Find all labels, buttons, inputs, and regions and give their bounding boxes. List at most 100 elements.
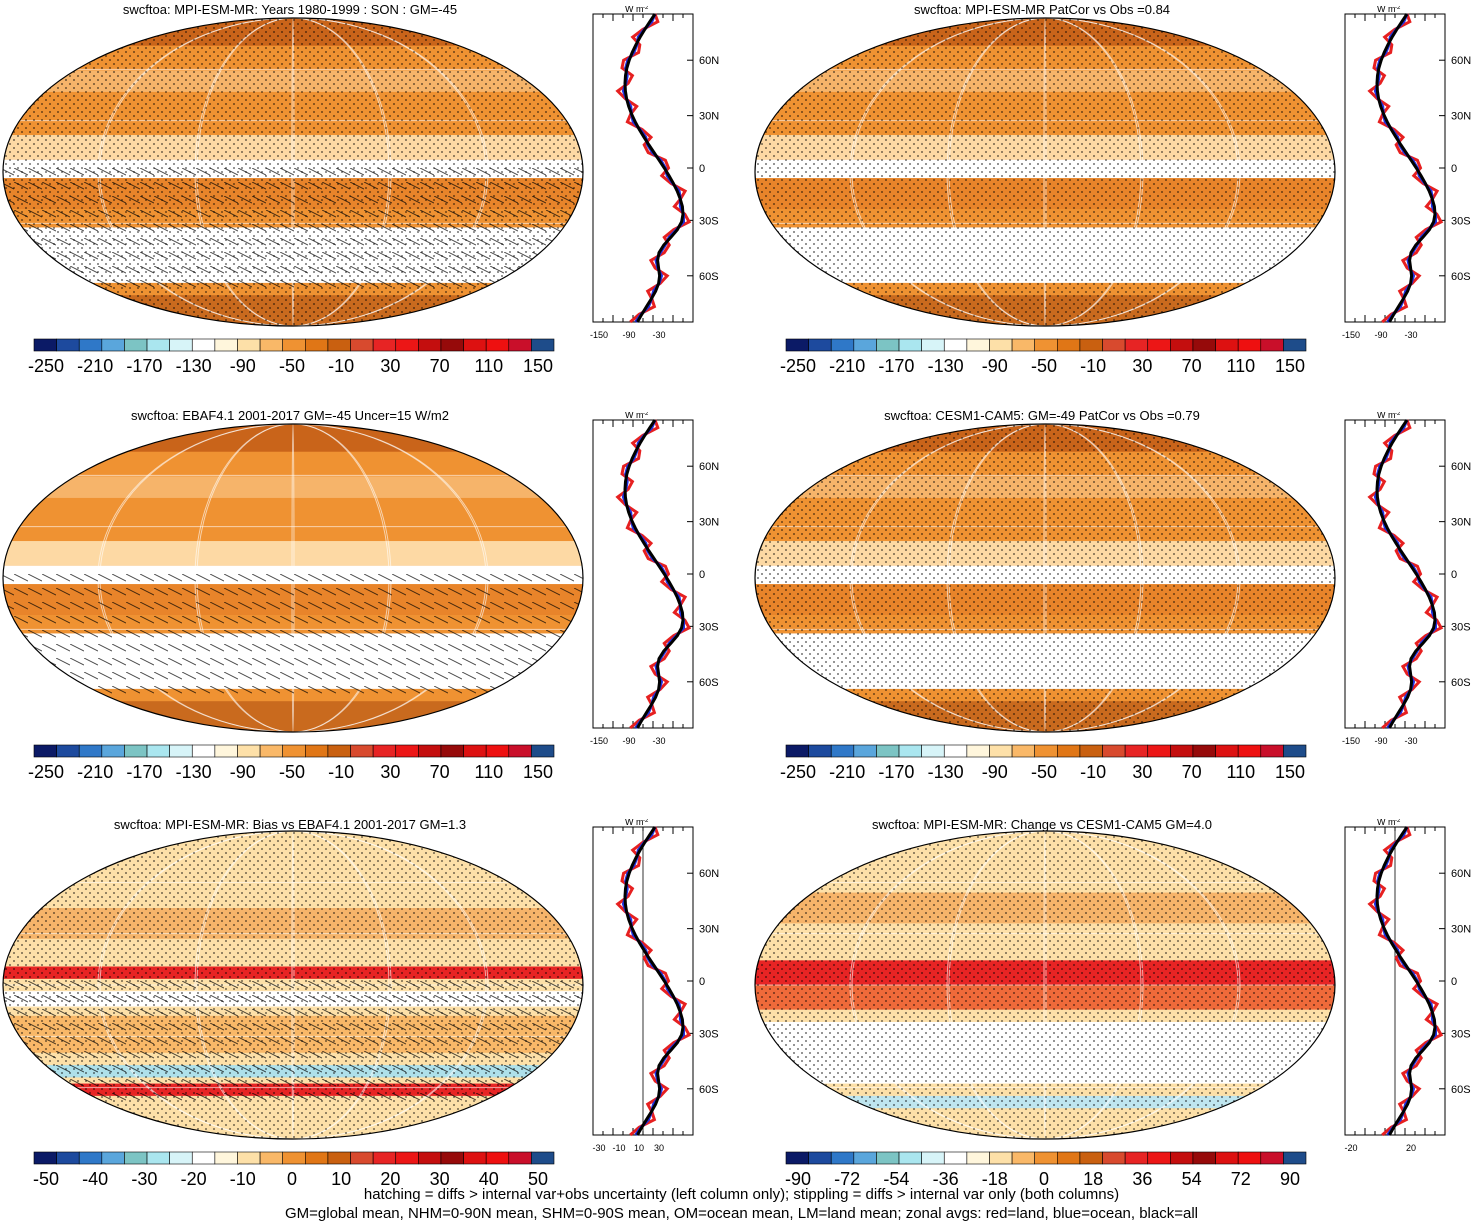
colorbar-swatch — [508, 744, 532, 758]
colorbar-swatch — [1237, 1151, 1262, 1165]
colorbar-swatch — [237, 1151, 261, 1165]
colorbar-label: -210 — [829, 762, 866, 782]
colorbar-label: 30 — [380, 356, 401, 376]
colorbar-swatch — [101, 338, 125, 352]
colorbar-label: -20 — [180, 1169, 207, 1189]
colorbar-label: -170 — [126, 762, 163, 782]
zonal-lat-tick: 0 — [699, 569, 705, 581]
zonal-lat-tick: 60S — [699, 1084, 719, 1096]
colorbar-swatch — [898, 338, 922, 352]
colorbar-label: -54 — [883, 1169, 910, 1189]
zonal-mean-plot: W m -2 60N 30N 0 30S 60S -150 -90 -30 — [590, 6, 719, 340]
colorbar-swatch — [1260, 338, 1284, 352]
zonal-curve — [1373, 419, 1437, 729]
colorbar-swatch — [808, 744, 832, 758]
colorbar-swatch — [305, 1151, 329, 1165]
colorbar-swatch — [418, 1151, 442, 1165]
colorbar-swatch — [508, 338, 532, 352]
colorbar-label: -130 — [175, 762, 212, 782]
colorbar-swatch — [101, 744, 125, 758]
zonal-lat-tick: 60N — [1451, 868, 1471, 880]
colorbar — [33, 338, 555, 352]
colorbar-label: -50 — [278, 356, 306, 376]
colorbar-swatch — [921, 1151, 945, 1165]
colorbar-swatch — [259, 744, 283, 758]
zonal-lat-tick: 60N — [1451, 461, 1471, 473]
colorbar-swatch — [1079, 1151, 1103, 1165]
colorbar-swatch — [1147, 1151, 1171, 1165]
colorbar-swatch — [531, 1151, 555, 1165]
zonal-lat-tick: 0 — [1451, 163, 1457, 175]
zonal-curve — [1373, 13, 1437, 323]
colorbar-swatch — [876, 1151, 900, 1165]
colorbar-swatch — [1102, 338, 1126, 352]
panel-title: swcftoa: MPI-ESM-MR: Years 1980-1999 : S… — [122, 2, 458, 17]
colorbar-swatch — [418, 744, 442, 758]
colorbar-swatch — [1237, 744, 1262, 758]
colorbar-label: -18 — [981, 1169, 1008, 1189]
colorbar-swatch — [78, 1151, 103, 1165]
zonal-lat-tick: 60S — [1451, 1084, 1471, 1096]
colorbar-swatch — [531, 338, 555, 352]
colorbar-swatch — [191, 338, 216, 352]
colorbar-label: 72 — [1230, 1169, 1251, 1189]
colorbar-swatch — [169, 338, 193, 352]
colorbar-swatch — [191, 744, 216, 758]
colorbar-swatch — [943, 1151, 968, 1165]
colorbar-swatch — [1215, 338, 1239, 352]
colorbar-label: -170 — [878, 356, 915, 376]
colorbar-swatch — [966, 744, 990, 758]
colorbar-swatch — [214, 338, 238, 352]
colorbar-label: 70 — [1181, 356, 1202, 376]
colorbar-label: -210 — [77, 762, 114, 782]
colorbar-swatch — [1170, 1151, 1194, 1165]
colorbar-label: -210 — [829, 356, 866, 376]
colorbar-swatch — [1147, 744, 1171, 758]
zonal-curve — [621, 419, 685, 729]
colorbar-swatch — [191, 1151, 216, 1165]
colorbar-label: -50 — [32, 1169, 60, 1189]
colorbar-swatch — [237, 744, 261, 758]
colorbar-swatch — [989, 1151, 1013, 1165]
colorbar-swatch — [1102, 1151, 1126, 1165]
panel-title: swcftoa: MPI-ESM-MR: Change vs CESM1-CAM… — [872, 817, 1212, 832]
colorbar-label: -170 — [878, 762, 915, 782]
zonal-lat-tick: 60S — [699, 271, 719, 283]
colorbar-swatch — [1102, 744, 1126, 758]
colorbar-swatch — [124, 1151, 148, 1165]
colorbar-swatch — [463, 1151, 487, 1165]
zonal-x-tick: 30 — [654, 1143, 664, 1153]
colorbar-swatch — [921, 744, 945, 758]
zonal-lat-tick: 30N — [699, 517, 719, 529]
svg-text:-2: -2 — [643, 6, 649, 11]
zonal-curve — [623, 13, 685, 323]
colorbar-swatch — [33, 338, 57, 352]
zonal-lat-tick: 60N — [699, 868, 719, 880]
zonal-curve — [1375, 13, 1437, 323]
colorbar-swatch — [146, 338, 170, 352]
colorbar-label: -130 — [927, 762, 964, 782]
colorbar-label: -170 — [126, 356, 163, 376]
colorbar-label: 0 — [286, 1169, 298, 1189]
colorbar-swatch — [1011, 1151, 1035, 1165]
colorbar-label: 110 — [474, 762, 504, 782]
colorbar-swatch — [259, 338, 283, 352]
colorbar-swatch — [1079, 338, 1103, 352]
zonal-lat-tick: 60N — [699, 55, 719, 67]
colorbar-swatch — [921, 338, 945, 352]
zonal-lat-tick: 60S — [699, 677, 719, 689]
colorbar-swatch — [1034, 744, 1058, 758]
colorbar-swatch — [56, 1151, 80, 1165]
zonal-curve — [621, 826, 685, 1136]
zonal-mean-plot: W m -2 60N 30N 0 30S 60S -150 -90 -30 — [590, 412, 719, 746]
zonal-x-tick: 10 — [634, 1143, 644, 1153]
colorbar-swatch — [1124, 744, 1149, 758]
panel-title: swcftoa: CESM1-CAM5: GM=-49 PatCor vs Ob… — [884, 408, 1200, 423]
zonal-mean-plot: W m -2 60N 30N 0 30S 60S -150 -90 -30 — [1342, 412, 1471, 746]
colorbar — [785, 338, 1307, 352]
zonal-lat-tick: 30N — [1451, 111, 1471, 123]
colorbar-swatch — [214, 1151, 238, 1165]
colorbar — [33, 744, 555, 758]
colorbar-swatch — [966, 1151, 990, 1165]
colorbar-label: 40 — [478, 1169, 499, 1189]
